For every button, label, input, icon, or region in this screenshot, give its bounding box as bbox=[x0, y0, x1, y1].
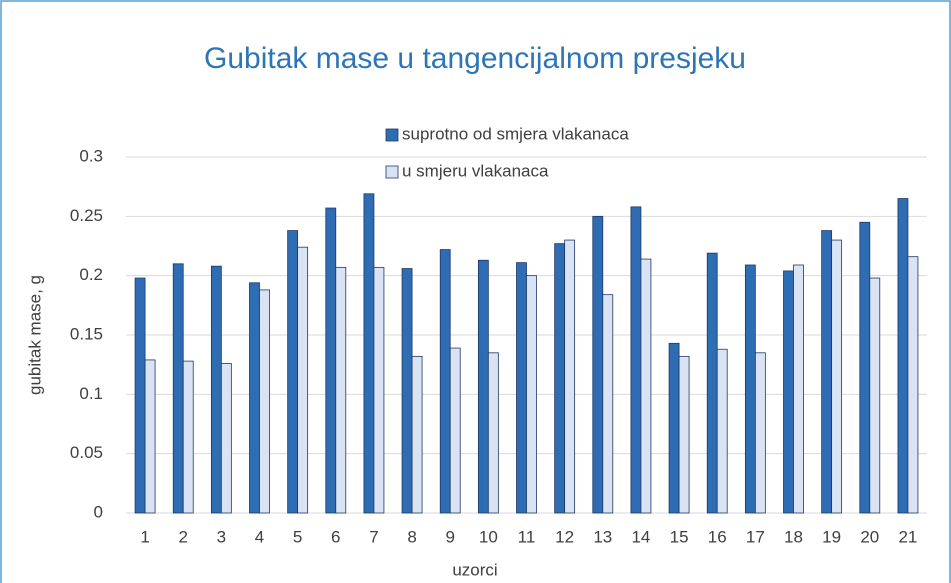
x-tick-label: 17 bbox=[746, 527, 765, 546]
bar bbox=[706, 252, 718, 514]
bar bbox=[869, 277, 881, 514]
legend-label: suprotno od smjera vlakanaca bbox=[402, 124, 629, 143]
bar bbox=[210, 265, 222, 514]
bar bbox=[526, 275, 537, 514]
x-tick-label: 4 bbox=[255, 527, 264, 546]
y-axis-label: gubitak mase, g bbox=[25, 275, 44, 395]
bar bbox=[401, 268, 413, 514]
bar bbox=[897, 198, 909, 514]
x-tick-label: 20 bbox=[860, 527, 879, 546]
bar bbox=[363, 193, 375, 514]
bar bbox=[287, 230, 299, 514]
x-tick-label: 12 bbox=[555, 527, 574, 546]
bar bbox=[592, 215, 604, 514]
bar bbox=[859, 221, 871, 514]
bar bbox=[220, 363, 232, 514]
x-tick-label: 1 bbox=[140, 527, 149, 546]
bar bbox=[487, 352, 499, 514]
y-tick-label: 0.05 bbox=[70, 443, 103, 462]
legend-swatch bbox=[385, 128, 399, 142]
bar bbox=[554, 243, 566, 514]
bar bbox=[449, 347, 461, 514]
bar bbox=[335, 266, 347, 514]
x-tick-label: 8 bbox=[407, 527, 416, 546]
bar bbox=[439, 249, 451, 514]
y-tick-label: 0.2 bbox=[79, 265, 103, 284]
y-tick-label: 0 bbox=[94, 502, 103, 521]
bar bbox=[783, 270, 794, 514]
bar bbox=[259, 289, 270, 514]
legend-swatch bbox=[385, 165, 399, 179]
x-tick-label: 6 bbox=[331, 527, 340, 546]
x-tick-label: 3 bbox=[217, 527, 226, 546]
x-tick-label: 5 bbox=[293, 527, 302, 546]
x-tick-label: 19 bbox=[822, 527, 841, 546]
bar bbox=[907, 256, 919, 514]
y-tick-label: 0.1 bbox=[79, 384, 103, 403]
bar bbox=[678, 355, 690, 514]
legend-label: u smjeru vlakanaca bbox=[402, 161, 549, 180]
x-tick-label: 16 bbox=[708, 527, 727, 546]
x-tick-label: 9 bbox=[445, 527, 454, 546]
bar bbox=[668, 342, 680, 514]
bar bbox=[477, 259, 489, 514]
bar bbox=[716, 348, 728, 514]
bar bbox=[134, 277, 146, 514]
bar bbox=[831, 239, 843, 514]
chart-title: Gubitak mase u tangencijalnom presjeku bbox=[204, 42, 746, 75]
x-tick-label: 21 bbox=[898, 527, 917, 546]
bar bbox=[630, 206, 642, 514]
x-tick-label: 11 bbox=[518, 527, 536, 546]
x-tick-label: 18 bbox=[784, 527, 803, 546]
x-tick-label: 14 bbox=[631, 527, 650, 546]
bar bbox=[821, 230, 833, 514]
bar bbox=[602, 294, 614, 514]
bar bbox=[754, 352, 766, 514]
bar bbox=[172, 263, 184, 514]
bar bbox=[182, 360, 194, 514]
bar bbox=[516, 262, 527, 514]
y-tick-label: 0.25 bbox=[70, 206, 103, 225]
x-tick-label: 13 bbox=[593, 527, 612, 546]
y-tick-label: 0.15 bbox=[70, 324, 103, 343]
bar bbox=[249, 282, 260, 514]
x-tick-label: 2 bbox=[178, 527, 187, 546]
y-tick-label: 0.3 bbox=[79, 146, 103, 165]
x-tick-label: 7 bbox=[369, 527, 378, 546]
x-tick-label: 15 bbox=[670, 527, 689, 546]
bar bbox=[373, 266, 385, 514]
bar bbox=[640, 258, 652, 514]
bar bbox=[411, 355, 423, 514]
x-tick-label: 10 bbox=[479, 527, 498, 546]
bar bbox=[297, 246, 309, 514]
bar bbox=[325, 207, 337, 514]
bar bbox=[564, 239, 576, 514]
bar bbox=[144, 359, 156, 514]
bar bbox=[793, 264, 804, 514]
x-axis-label: uzorci bbox=[452, 560, 497, 579]
bar bbox=[744, 264, 756, 514]
